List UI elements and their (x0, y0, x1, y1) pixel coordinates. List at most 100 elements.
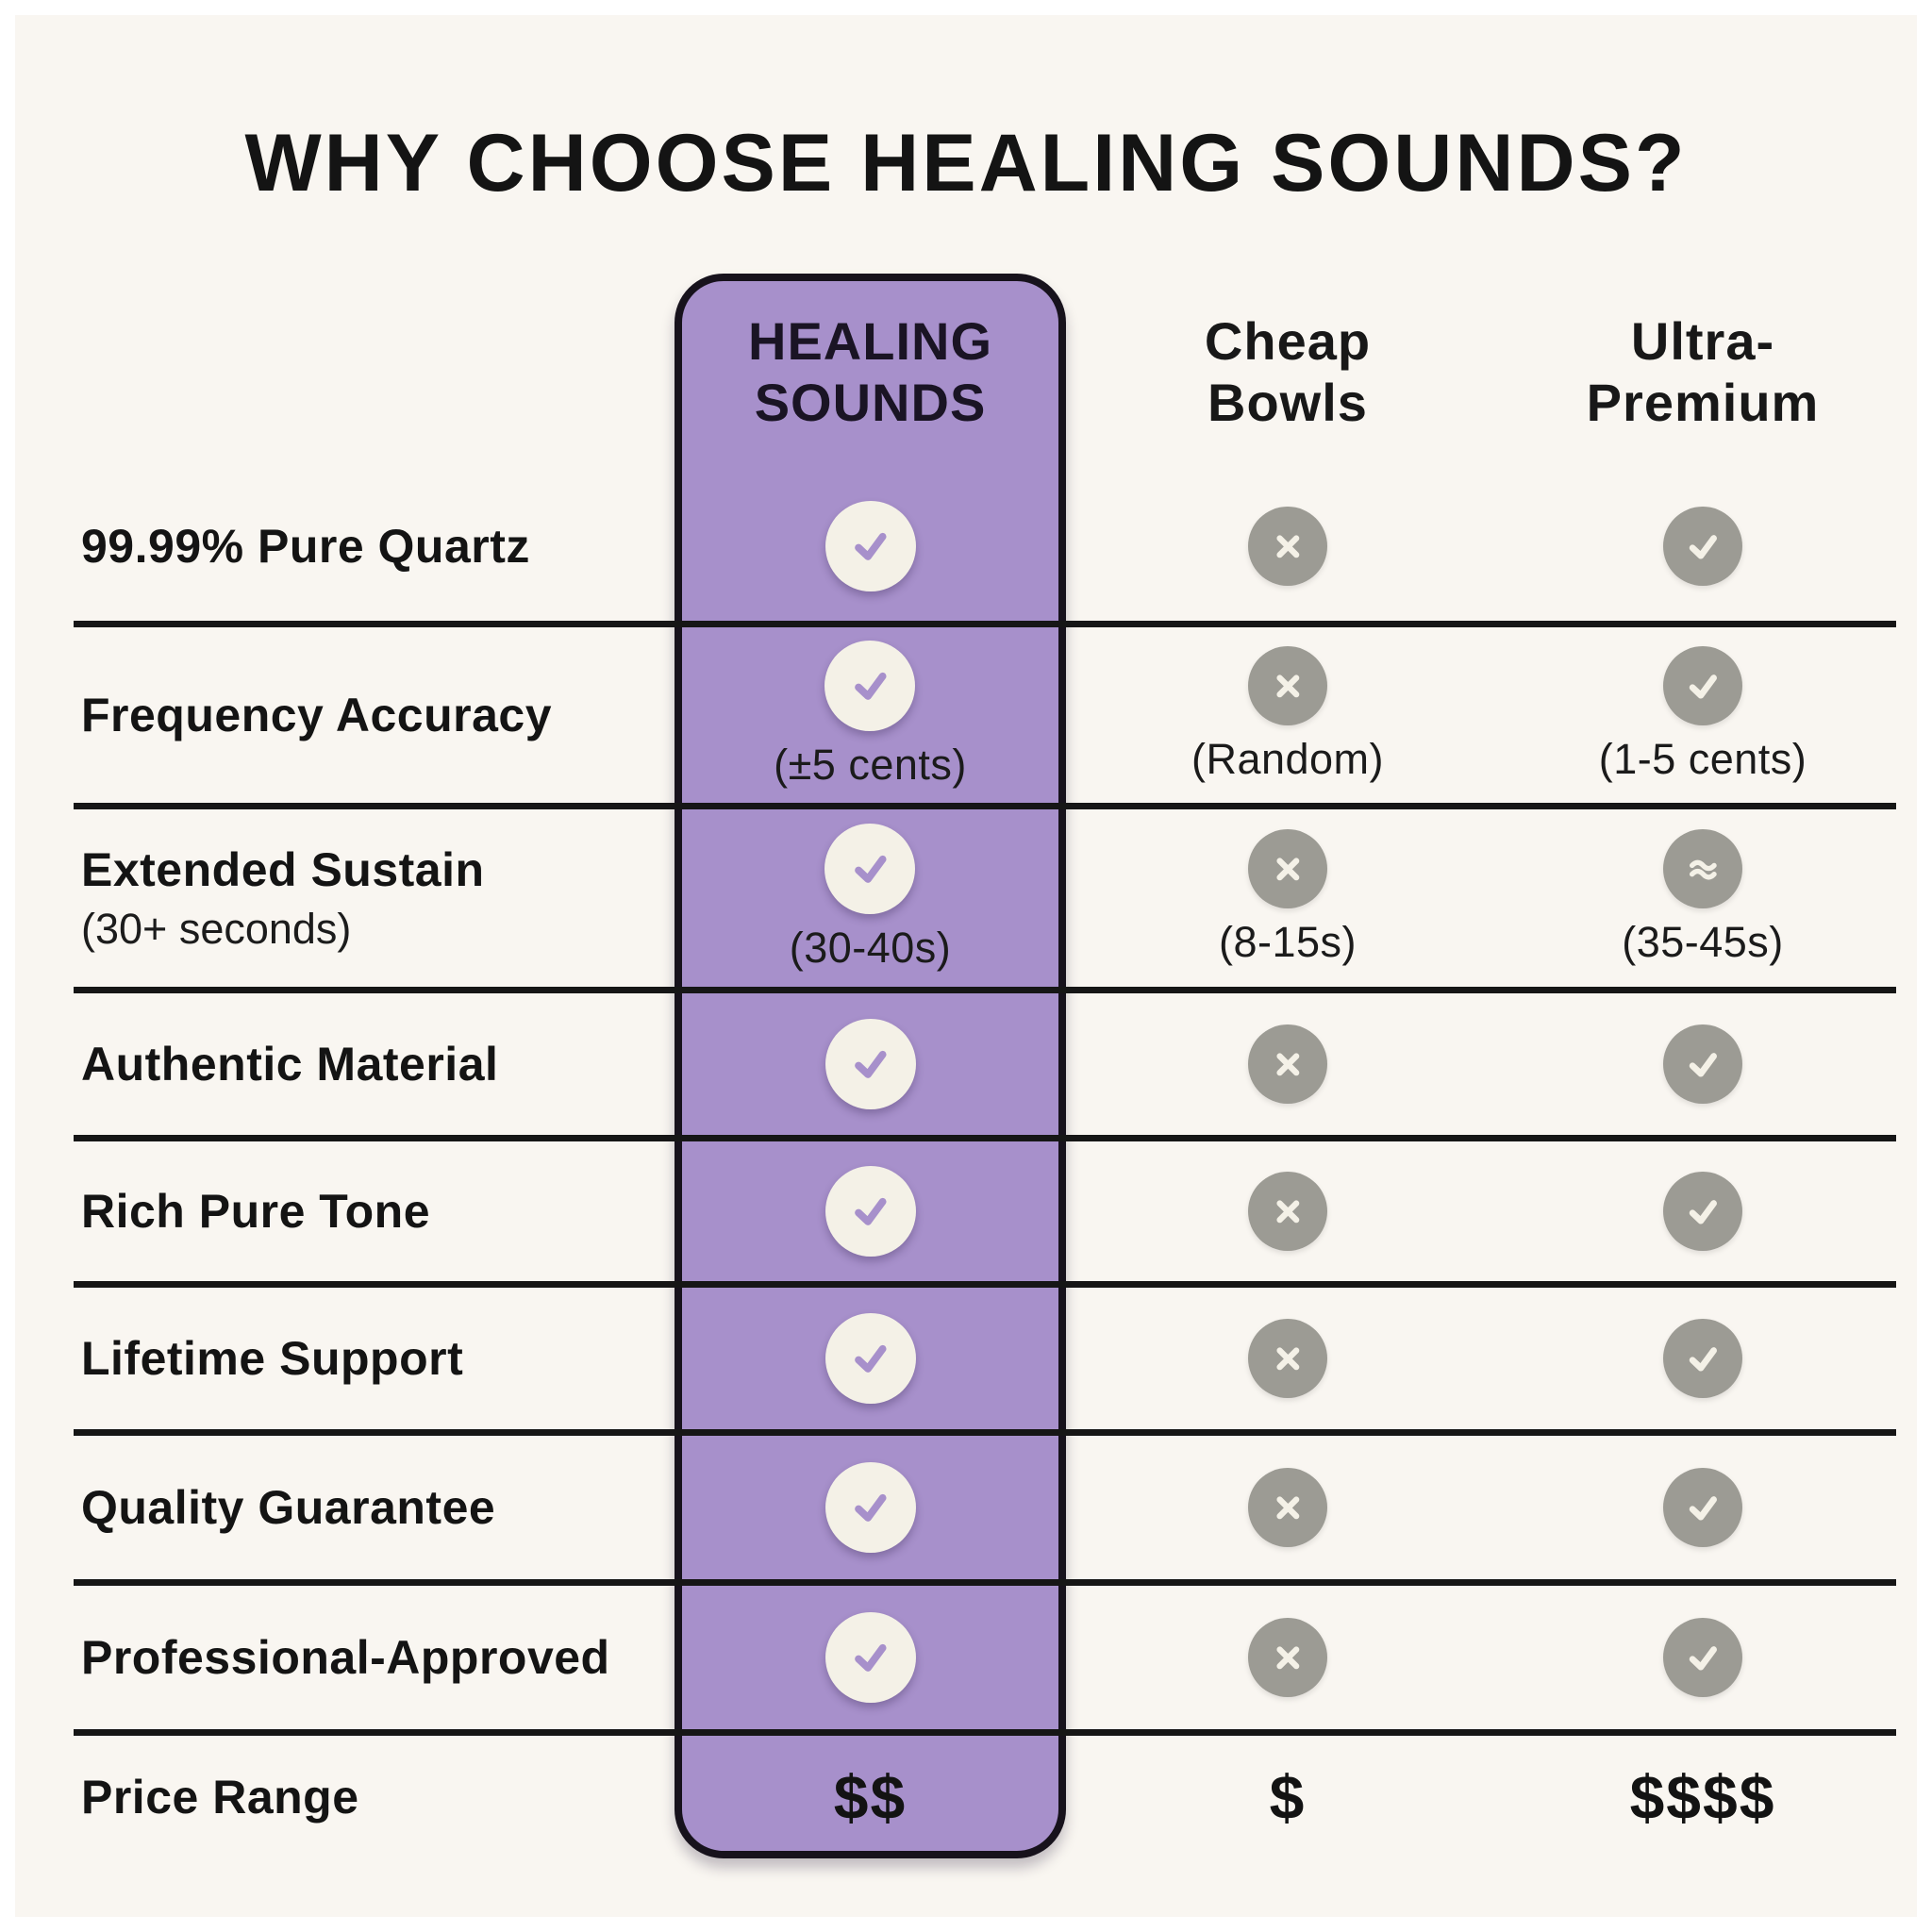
check-icon (1663, 1319, 1742, 1398)
approx-icon (1662, 829, 1742, 908)
feature-row: Rich Pure Tone (74, 1141, 1896, 1281)
value-cell: $$$$ (1509, 1736, 1896, 1858)
check-icon (1663, 1024, 1742, 1104)
feature-label-cell: Rich Pure Tone (74, 1141, 675, 1281)
cross-icon (1248, 1172, 1327, 1251)
check-icon (1663, 1468, 1742, 1547)
row-separator (74, 803, 1896, 809)
check-icon (1663, 1618, 1742, 1697)
feature-row: Price Range $$ $ $$$$ (74, 1736, 1896, 1858)
check-icon (824, 1462, 916, 1553)
value-cell (675, 472, 1066, 621)
cross-icon (1248, 1319, 1327, 1398)
row-label: Rich Pure Tone (81, 1185, 431, 1238)
row-label: Quality Guarantee (81, 1481, 496, 1534)
row-separator (74, 621, 1896, 627)
value-cell: (Random) (1066, 627, 1509, 803)
price-value: $$$$ (1629, 1762, 1776, 1832)
value-cell: (±5 cents) (675, 627, 1066, 803)
value-cell (1066, 472, 1509, 621)
cross-icon (1248, 507, 1327, 586)
feature-label-cell: Quality Guarantee (74, 1436, 675, 1579)
value-cell (1066, 993, 1509, 1135)
comparison-table: HEALING SOUNDS Cheap Bowls Ultra- Premiu… (74, 274, 1896, 1858)
feature-row: Extended Sustain (30+ seconds) (30-40s) (8-… (74, 809, 1896, 987)
feature-row: 99.99% Pure Quartz (74, 472, 1896, 621)
value-cell: (8-15s) (1066, 809, 1509, 987)
value-cell (1066, 1141, 1509, 1281)
feature-row: Lifetime Support (74, 1288, 1896, 1429)
value-cell: (30-40s) (675, 809, 1066, 987)
cell-note: (8-15s) (1218, 918, 1357, 966)
check-icon (824, 1313, 916, 1404)
column-title: Ultra- Premium (1587, 311, 1820, 434)
feature-row: Quality Guarantee (74, 1436, 1896, 1579)
price-value: $$ (833, 1762, 908, 1832)
column-title-line2: Bowls (1208, 373, 1368, 432)
cross-icon (1248, 1024, 1327, 1104)
check-icon (1663, 507, 1742, 586)
value-cell: (35-45s) (1509, 809, 1896, 987)
cell-note: (1-5 cents) (1598, 735, 1807, 783)
row-sublabel: (30+ seconds) (81, 905, 352, 953)
column-title: Cheap Bowls (1205, 311, 1371, 434)
row-label: Lifetime Support (81, 1332, 464, 1385)
cross-icon (1248, 1468, 1327, 1547)
row-separator (74, 1135, 1896, 1141)
row-label: Frequency Accuracy (81, 689, 553, 741)
column-header-cheap-bowls: Cheap Bowls (1066, 274, 1509, 472)
check-icon (824, 1019, 916, 1109)
row-separator (74, 1281, 1896, 1288)
cross-icon (1247, 829, 1327, 908)
feature-label-cell: Professional-Approved (74, 1586, 675, 1729)
value-cell (1066, 1586, 1509, 1729)
value-cell: $ (1066, 1736, 1509, 1858)
column-title-line2: Premium (1586, 373, 1820, 432)
row-separator (74, 987, 1896, 993)
column-title-line1: HEALING (748, 311, 992, 372)
value-cell (675, 1436, 1066, 1579)
feature-label-cell: Lifetime Support (74, 1288, 675, 1429)
row-separator (74, 1579, 1896, 1586)
feature-label-cell: Extended Sustain (30+ seconds) (74, 809, 675, 987)
value-cell (1066, 1288, 1509, 1429)
check-icon (824, 641, 916, 731)
value-cell (675, 1288, 1066, 1429)
feature-label-cell: Frequency Accuracy (74, 627, 675, 803)
column-title: HEALING SOUNDS (748, 311, 992, 434)
feature-row: Frequency Accuracy (±5 cents) (Random) (1-5… (74, 627, 1896, 803)
row-label: Authentic Material (81, 1038, 499, 1091)
header-spacer (74, 274, 675, 472)
check-icon (1662, 646, 1742, 725)
value-cell (1509, 1586, 1896, 1729)
feature-label-cell: Authentic Material (74, 993, 675, 1135)
value-cell (675, 993, 1066, 1135)
check-icon (824, 1612, 916, 1703)
row-label: 99.99% Pure Quartz (81, 520, 530, 573)
cross-icon (1248, 1618, 1327, 1697)
row-label: Price Range (81, 1771, 359, 1824)
column-title-line2: SOUNDS (754, 373, 987, 432)
cell-note: (±5 cents) (774, 741, 967, 789)
value-cell (675, 1586, 1066, 1729)
row-separator (74, 1729, 1896, 1736)
value-cell (1509, 472, 1896, 621)
feature-row: Authentic Material (74, 993, 1896, 1135)
value-cell (1509, 1436, 1896, 1579)
table-body: 99.99% Pure Quartz Frequency Accuracy (±5 … (74, 472, 1896, 1858)
value-cell (1509, 1288, 1896, 1429)
value-cell (675, 1141, 1066, 1281)
cross-icon (1248, 646, 1327, 725)
value-cell (1066, 1436, 1509, 1579)
column-title-line1: Cheap (1204, 311, 1372, 372)
check-icon (824, 824, 916, 914)
feature-label-cell: 99.99% Pure Quartz (74, 472, 675, 621)
price-value: $ (1269, 1762, 1307, 1832)
value-cell (1509, 1141, 1896, 1281)
row-label: Professional-Approved (81, 1631, 610, 1684)
value-cell (1509, 993, 1896, 1135)
check-icon (824, 1166, 916, 1257)
value-cell: $$ (675, 1736, 1066, 1858)
column-header-healing-sounds: HEALING SOUNDS (675, 274, 1066, 472)
cell-note: (Random) (1191, 735, 1385, 783)
